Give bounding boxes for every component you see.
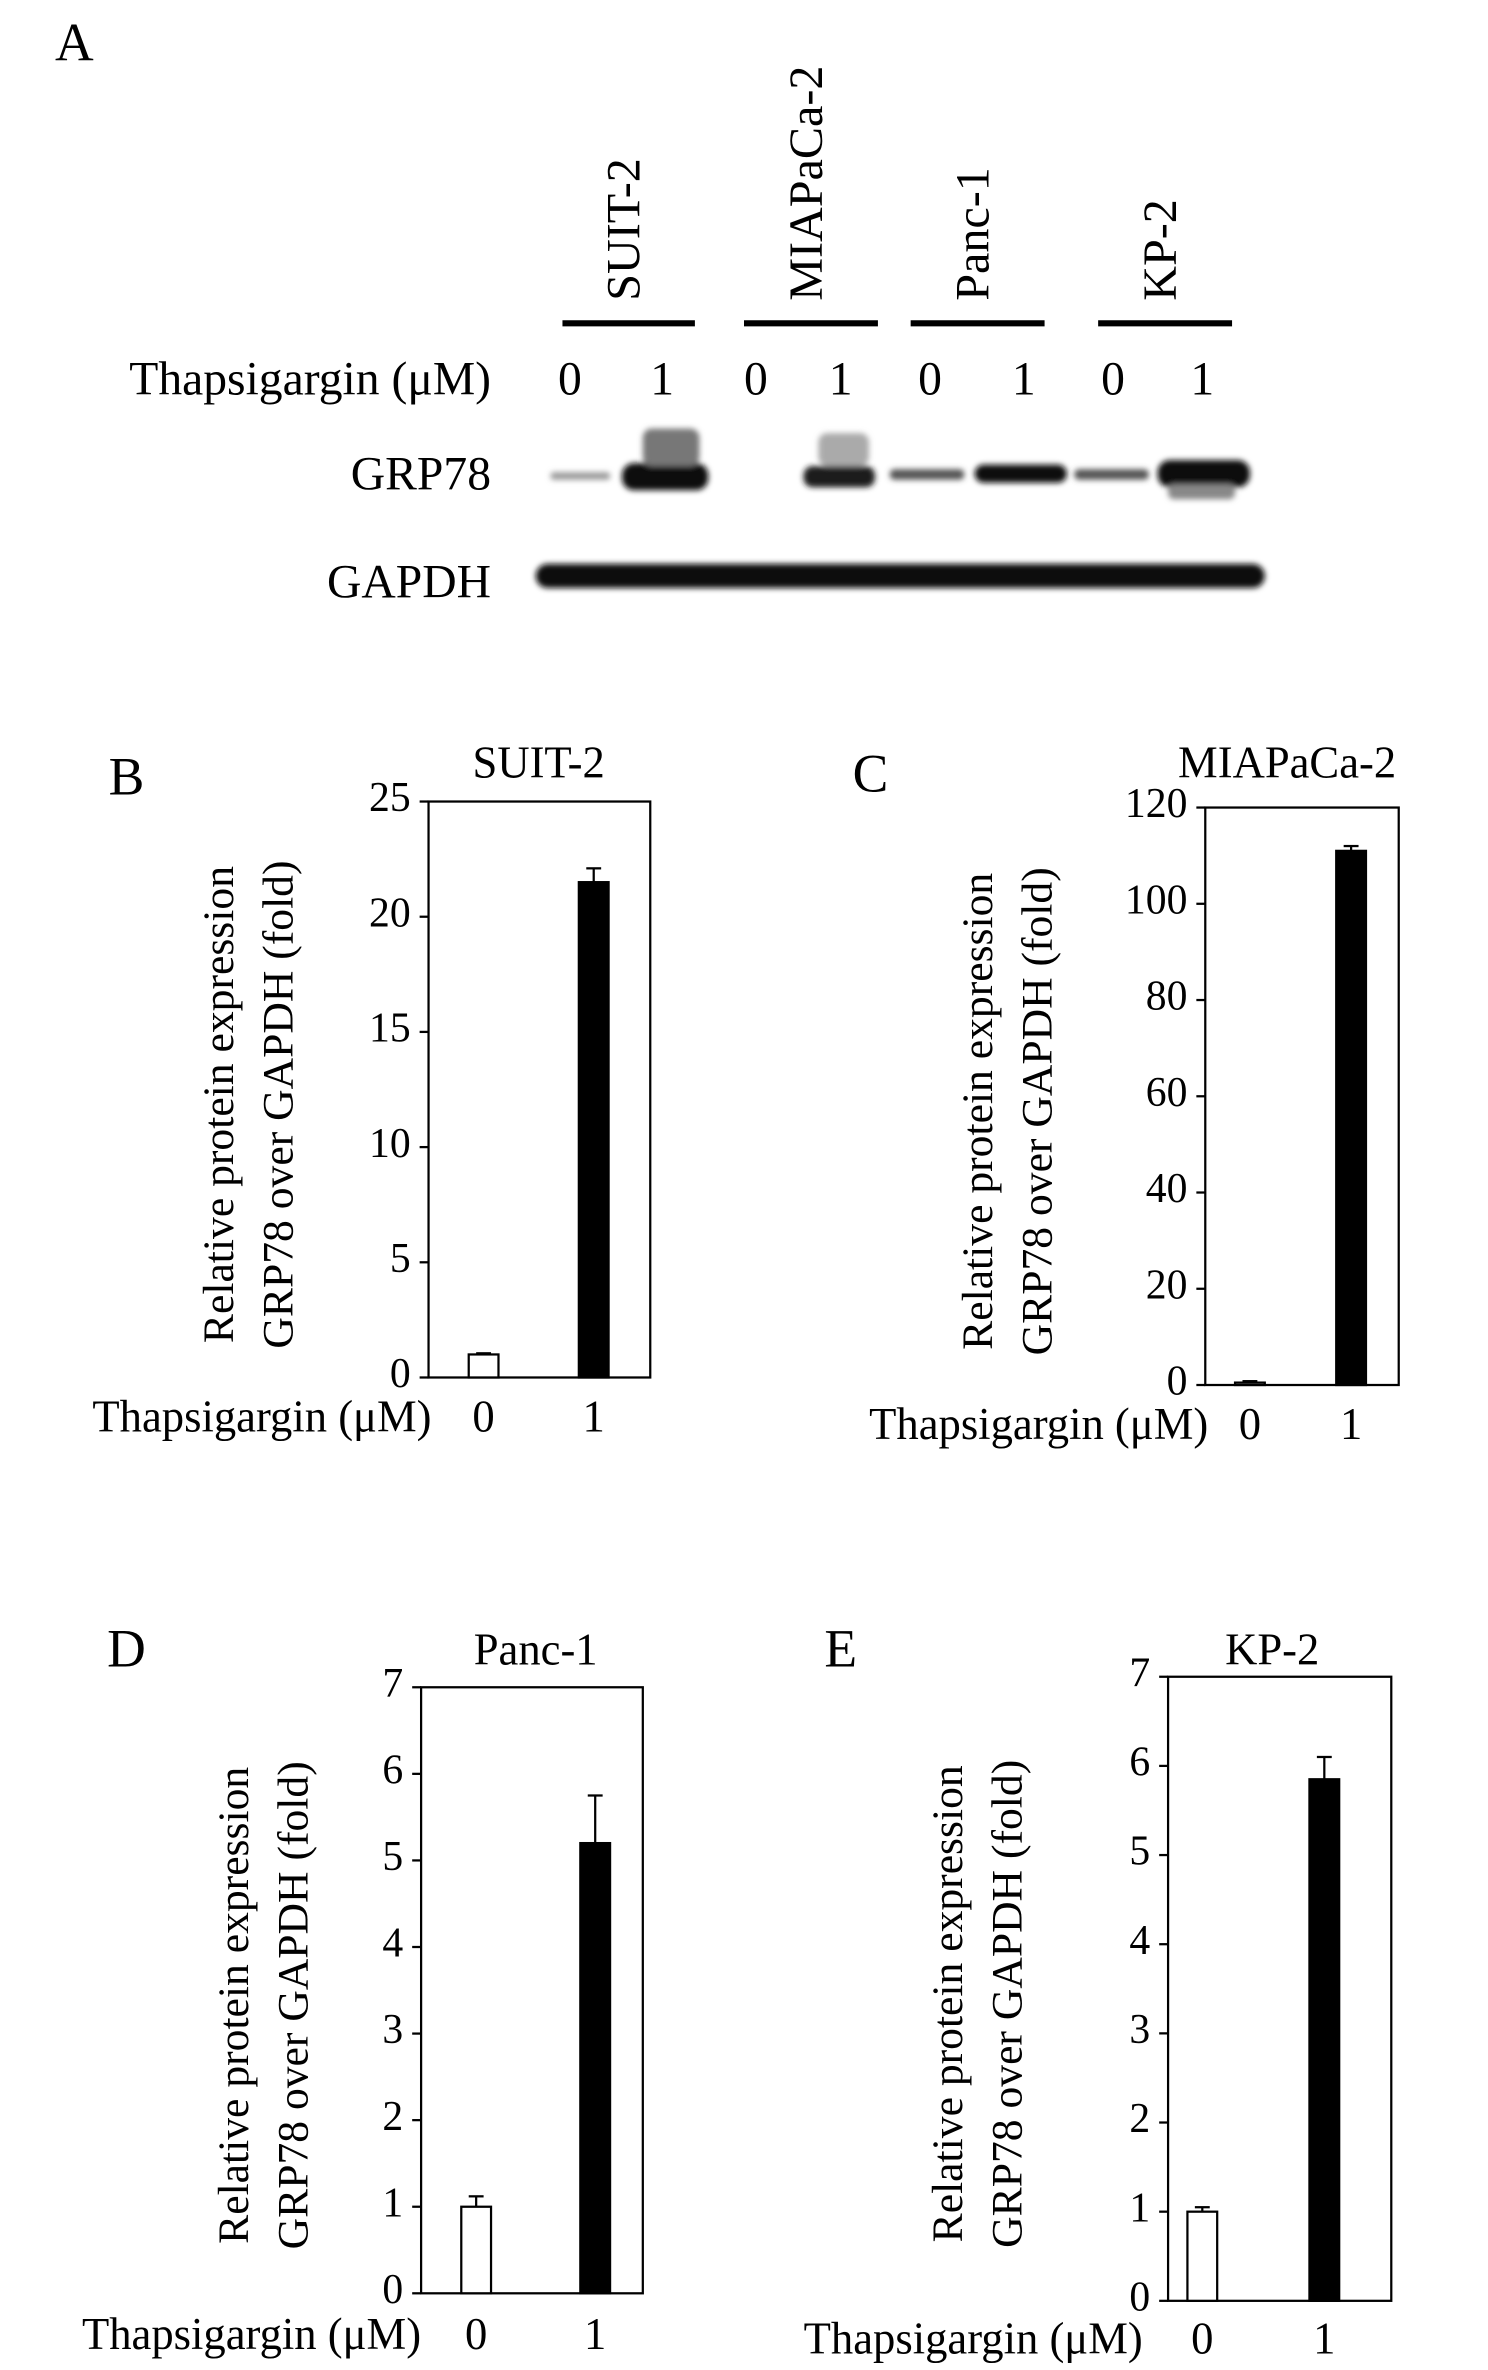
y-tick-label: 5 (1129, 1829, 1150, 1875)
y-axis-label: GRP78 over GAPDH (fold) (270, 1761, 318, 2249)
grp78-band (1157, 460, 1250, 488)
protein-label: GAPDH (327, 555, 491, 608)
y-tick-label: 3 (1129, 2007, 1150, 2053)
y-axis-label: GRP78 over GAPDH (fold) (255, 860, 303, 1348)
panel-label: B (109, 746, 145, 806)
x-tick-label: 0 (472, 1391, 494, 1441)
y-tick-label: 6 (382, 1747, 403, 1793)
x-tick-label: 1 (584, 2309, 606, 2359)
y-tick-label: 10 (369, 1121, 411, 1167)
y-tick-label: 0 (1167, 1358, 1188, 1404)
x-tick-label: 1 (1313, 2313, 1335, 2363)
x-axis-label: Thapsigargin (μM) (804, 2313, 1143, 2363)
x-tick-label: 0 (465, 2309, 487, 2359)
grp78-band (974, 464, 1067, 483)
dose-label: 1 (1190, 352, 1214, 405)
y-axis-label: GRP78 over GAPDH (fold) (984, 1760, 1032, 2248)
y-tick-label: 4 (382, 1920, 403, 1966)
dose-label: 1 (829, 352, 853, 405)
y-tick-label: 5 (390, 1236, 411, 1282)
panel-label: C (853, 743, 889, 803)
panel-label: D (107, 1618, 146, 1678)
y-tick-label: 100 (1125, 877, 1187, 923)
y-axis-label: Relative protein expression (924, 1765, 972, 2242)
y-tick-label: 15 (369, 1005, 411, 1051)
grp78-smear (1168, 484, 1236, 500)
grp78-smear (642, 428, 700, 467)
y-tick-label: 0 (382, 2267, 403, 2313)
dose-label: 1 (650, 352, 674, 405)
bar (1308, 1778, 1341, 2302)
y-tick-label: 2 (382, 2094, 403, 2140)
y-tick-label: 20 (369, 890, 411, 936)
y-tick-label: 1 (382, 2180, 403, 2226)
y-tick-label: 6 (1129, 1739, 1150, 1785)
panel-label: A (55, 12, 94, 72)
y-tick-label: 4 (1129, 1918, 1150, 1964)
gapdh-band (535, 563, 1265, 588)
y-axis-label: Relative protein expression (210, 1766, 258, 2243)
bar (1186, 2210, 1219, 2302)
y-tick-label: 20 (1146, 1262, 1188, 1308)
cell-line-label: Panc-1 (947, 167, 1000, 301)
x-tick-label: 1 (583, 1391, 605, 1441)
chart-title: KP-2 (1225, 1624, 1319, 1674)
y-tick-label: 60 (1146, 1070, 1188, 1116)
grp78-band (621, 463, 709, 491)
y-tick-label: 7 (382, 1661, 403, 1707)
bar (577, 881, 610, 1379)
x-axis-label: Thapsigargin (μM) (92, 1391, 431, 1441)
y-tick-label: 5 (382, 1834, 403, 1880)
dose-label: 1 (1012, 352, 1036, 405)
cell-line-label: KP-2 (1134, 199, 1187, 301)
x-tick-label: 0 (1239, 1399, 1261, 1449)
plot-frame (1204, 806, 1400, 1387)
bar (1233, 1381, 1266, 1387)
y-tick-label: 3 (382, 2007, 403, 2053)
grp78-band (803, 466, 875, 488)
x-axis-label: Thapsigargin (μM) (82, 2309, 421, 2359)
plot-frame (419, 1686, 644, 2295)
cell-line-label: SUIT-2 (598, 158, 651, 301)
y-axis-label: Relative protein expression (195, 866, 243, 1343)
y-axis-label: GRP78 over GAPDH (fold) (1014, 867, 1062, 1355)
panel-label: E (824, 1618, 857, 1678)
dose-label: 0 (558, 352, 582, 405)
y-tick-label: 25 (369, 775, 411, 821)
chart-title: Panc-1 (474, 1624, 598, 1674)
y-tick-label: 1 (1129, 2185, 1150, 2231)
y-tick-label: 7 (1129, 1650, 1150, 1696)
y-tick-label: 0 (390, 1351, 411, 1397)
dose-label: 0 (744, 352, 768, 405)
chart-title: MIAPaCa-2 (1178, 737, 1396, 787)
treatment-label: Thapsigargin (μM) (129, 352, 491, 405)
y-tick-label: 120 (1125, 781, 1187, 827)
grp78-band (1074, 469, 1149, 480)
blot-bands (535, 428, 1265, 588)
bar (579, 1841, 612, 2295)
x-tick-label: 0 (1191, 2313, 1213, 2363)
plot-frame (427, 800, 652, 1379)
x-axis-label: Thapsigargin (μM) (869, 1399, 1208, 1449)
grp78-smear (818, 433, 869, 467)
grp78-band (550, 472, 611, 480)
dose-label: 0 (918, 352, 942, 405)
cell-line-label: MIAPaCa-2 (780, 66, 833, 301)
y-axis-label: Relative protein expression (954, 872, 1002, 1349)
grp78-band (889, 469, 965, 480)
bar (467, 1353, 500, 1379)
plot-frame (1166, 1675, 1393, 2302)
chart-title: SUIT-2 (473, 737, 605, 787)
x-tick-label: 1 (1340, 1399, 1362, 1449)
y-tick-label: 0 (1129, 2274, 1150, 2320)
bar (1335, 849, 1368, 1387)
protein-label: GRP78 (351, 447, 491, 500)
y-tick-label: 80 (1146, 974, 1188, 1020)
y-tick-label: 2 (1129, 2096, 1150, 2142)
y-tick-label: 40 (1146, 1166, 1188, 1212)
dose-label: 0 (1101, 352, 1125, 405)
bar (460, 2205, 493, 2295)
